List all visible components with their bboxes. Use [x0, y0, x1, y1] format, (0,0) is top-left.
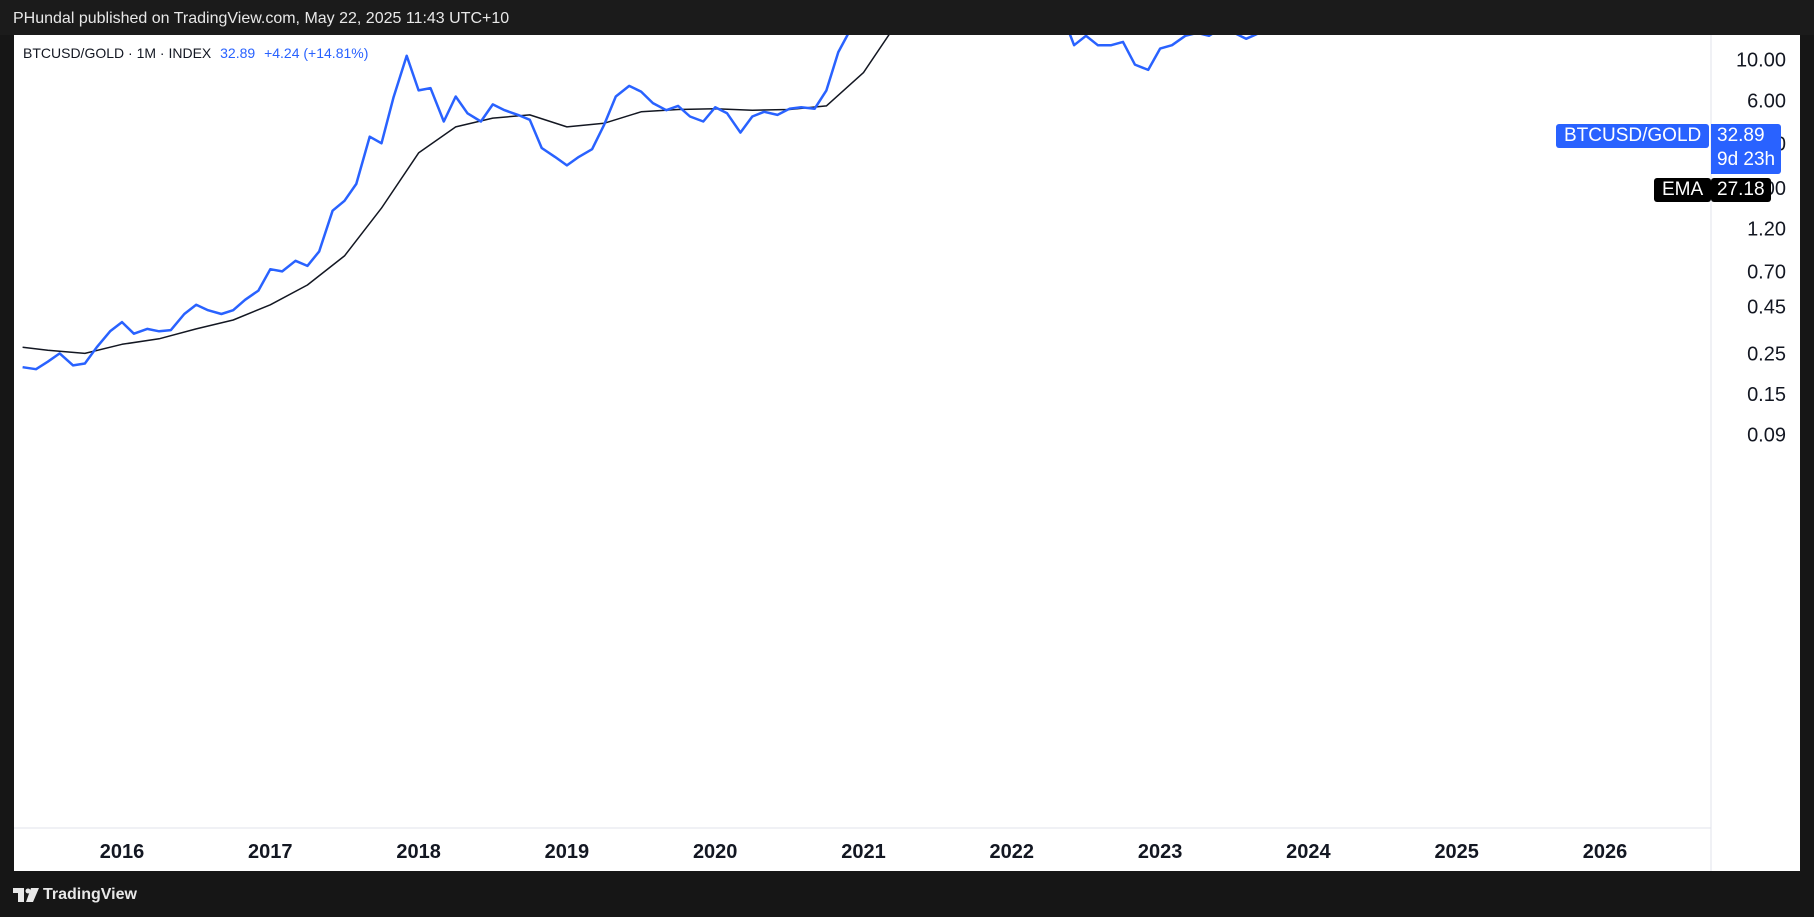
- symbol-name: BTCUSD/GOLD · 1M · INDEX: [23, 45, 212, 61]
- y-tick-label: 0.25: [1747, 343, 1786, 365]
- last-price: 32.89: [220, 45, 256, 61]
- series-name-badge: BTCUSD/GOLD: [1556, 124, 1710, 148]
- top-bar: PHundal published on TradingView.com, Ma…: [0, 0, 1814, 35]
- y-tick-label: 0.70: [1747, 261, 1786, 283]
- y-tick-label: 6.00: [1747, 90, 1786, 112]
- logo-text: TradingView: [43, 886, 137, 903]
- x-tick-label: 2019: [545, 841, 590, 863]
- footer-bar: TradingView: [0, 871, 1814, 917]
- symbol-legend[interactable]: BTCUSD/GOLD · 1M · INDEX 32.89 +4.24 (+1…: [23, 45, 373, 61]
- x-tick-label: 2025: [1434, 841, 1479, 863]
- x-tick-label: 2026: [1583, 841, 1628, 863]
- price-chart[interactable]: 80.0050.0018.0010.006.003.502.001.200.70…: [14, 35, 1800, 871]
- x-tick-label: 2016: [100, 841, 145, 863]
- x-tick-label: 2018: [396, 841, 441, 863]
- x-tick-label: 2020: [693, 841, 738, 863]
- btcusd-gold-line[interactable]: [22, 35, 1506, 371]
- y-tick-label: 0.09: [1747, 425, 1786, 447]
- x-tick-label: 2021: [841, 841, 886, 863]
- x-tick-label: 2024: [1286, 841, 1331, 863]
- series-value: 32.89: [1717, 125, 1765, 146]
- price-change: +4.24 (+14.81%): [264, 45, 369, 61]
- series-value-badge: 32.89 9d 23h: [1711, 124, 1782, 174]
- x-tick-label: 2023: [1138, 841, 1183, 863]
- chart-area[interactable]: 80.0050.0018.0010.006.003.502.001.200.70…: [14, 35, 1800, 871]
- x-tick-label: 2017: [248, 841, 293, 863]
- y-tick-label: 1.20: [1747, 218, 1786, 240]
- ema-value-badge: 27.18: [1711, 178, 1771, 202]
- x-tick-label: 2022: [990, 841, 1035, 863]
- bar-countdown: 9d 23h: [1717, 149, 1776, 170]
- ema-name-badge: EMA: [1654, 178, 1712, 202]
- published-info: PHundal published on TradingView.com, Ma…: [13, 10, 510, 27]
- tradingview-logo[interactable]: TradingView: [13, 886, 137, 904]
- y-tick-label: 0.15: [1747, 384, 1786, 406]
- y-tick-label: 10.00: [1736, 50, 1786, 72]
- y-tick-label: 0.45: [1747, 297, 1786, 319]
- tradingview-logo-icon: [13, 888, 39, 902]
- ema-line: [22, 35, 890, 355]
